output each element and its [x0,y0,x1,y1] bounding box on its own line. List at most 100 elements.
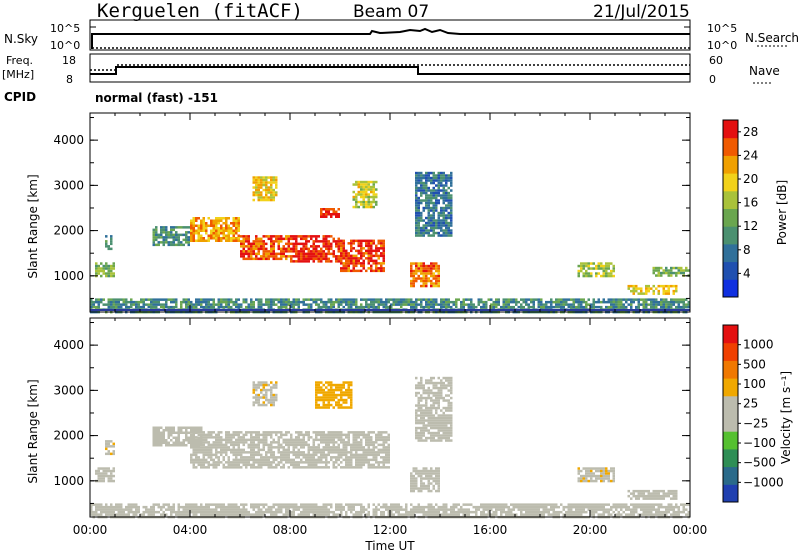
velocity-cell [370,436,373,439]
velocity-cell [380,431,383,434]
power-cell [417,181,420,185]
power-cell [322,213,325,216]
power-cell [215,217,218,220]
velocity-cell [160,505,163,509]
power-cell [280,255,283,258]
velocity-cell [305,441,308,444]
velocity-cell [167,434,170,437]
velocity-cell [605,472,608,475]
power-cell [657,266,660,270]
power-cell [410,267,413,270]
velocity-cell [245,508,248,511]
velocity-cell [270,446,273,449]
power-cell [270,240,273,243]
power-cell [607,300,610,304]
power-cell [432,179,435,182]
power-cell [375,267,378,270]
power-cell [257,303,260,306]
power-cell [335,298,338,301]
power-cell [265,242,268,246]
velocity-cell [437,399,440,402]
velocity-cell [447,431,450,435]
power-cell [272,191,275,194]
velocity-cell [410,472,413,475]
velocity-cell [450,376,453,380]
power-cell [310,298,313,301]
power-cell [135,305,138,309]
power-cell [162,236,165,239]
power-cell [162,228,165,232]
power-cell [420,199,423,202]
power-cell [330,247,333,251]
power-cell [425,284,428,288]
velocity-cell [212,458,215,462]
power-cell [175,238,178,242]
velocity-cell [237,466,240,469]
power-cell [625,300,628,304]
power-cell [425,201,428,205]
velocity-cell [120,513,123,516]
velocity-cell [220,508,223,511]
velocity-cell [245,463,248,467]
power-cell [157,298,160,301]
power-cell [445,216,448,220]
power-cell [437,189,440,192]
velocity-cell [340,433,343,437]
power-cell [355,239,358,243]
power-cell [637,298,640,301]
power-cell [132,303,135,306]
velocity-cell [675,489,678,493]
velocity-cell [195,446,198,449]
velocity-cell [110,469,113,473]
velocity-cell [337,383,340,387]
velocity-cell [257,441,260,444]
velocity-cell [417,431,420,435]
power-cell [680,305,683,309]
velocity-cell [330,438,333,442]
power-cell [330,300,333,304]
velocity-cell [132,513,135,516]
power-cell [377,267,380,270]
velocity-cell [317,438,320,442]
power-cell [302,247,305,251]
power-cell [340,247,343,250]
velocity-cell [152,436,155,439]
velocity-cell [435,426,438,430]
power-cell [585,272,588,275]
velocity-cell [130,510,133,514]
power-cell [222,305,225,309]
velocity-cell [110,510,113,514]
power-cell [560,305,563,309]
velocity-cell [252,388,255,392]
velocity-cell [252,441,255,444]
velocity-cell [265,456,268,459]
velocity-cell [422,469,425,473]
velocity-cell [370,448,373,452]
power-cell [595,267,598,270]
power-cell [225,298,228,301]
power-cell [447,300,450,304]
velocity-cell [115,513,118,516]
velocity-cell [252,458,255,462]
power-cell [665,298,668,301]
velocity-cell [310,458,313,462]
power-cell [447,231,450,235]
power-cell [380,264,383,268]
velocity-cell [350,463,353,467]
power-cell [122,303,125,306]
power-cell [450,216,453,220]
power-cell [215,224,218,227]
power-cell [425,226,428,230]
power-cell [605,272,608,275]
velocity-cell [262,461,265,464]
velocity-cell [330,391,333,394]
velocity-cell [235,431,238,434]
velocity-cell [600,477,603,480]
velocity-cell [100,503,103,506]
velocity-region-5 [315,381,353,409]
power-cell [102,272,105,275]
velocity-cell [102,472,105,475]
velocity-cell [350,456,353,459]
power-cell [665,292,668,295]
velocity-cell [252,386,255,389]
